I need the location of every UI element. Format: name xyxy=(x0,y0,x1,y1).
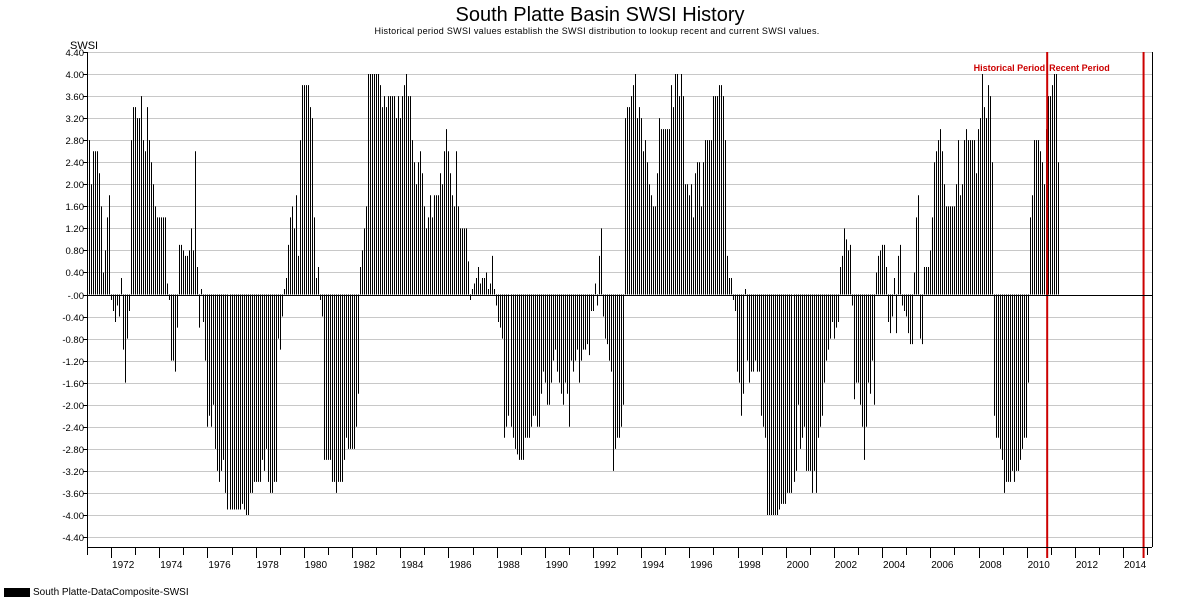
bars xyxy=(87,74,1059,515)
y-tick-label: -4.00 xyxy=(62,511,84,522)
x-tick-label: 1976 xyxy=(208,560,231,571)
y-tick-label: 2.00 xyxy=(66,180,85,191)
x-tick-label: 1992 xyxy=(594,560,617,571)
period-markers: Historical Period Recent Period xyxy=(974,52,1145,558)
y-tick-label: -2.80 xyxy=(62,445,84,456)
y-tick-label: 2.40 xyxy=(66,158,85,169)
x-tick-label: 2004 xyxy=(883,560,906,571)
x-tick-label: 1972 xyxy=(112,560,135,571)
x-tick-label: 2006 xyxy=(931,560,954,571)
x-tick-label: 2008 xyxy=(979,560,1002,571)
y-tick-label: -.00 xyxy=(68,291,84,302)
y-tick-label: 0.40 xyxy=(66,268,85,279)
legend: South Platte-DataComposite-SWSI xyxy=(4,586,189,598)
x-tick-label: 1986 xyxy=(449,560,472,571)
x-tick-label: 1984 xyxy=(401,560,424,571)
x-tick-label: 2010 xyxy=(1028,560,1051,571)
y-tick-label: 4.00 xyxy=(66,70,85,81)
x-tick-label: 2012 xyxy=(1076,560,1099,571)
x-tick-label: 2014 xyxy=(1124,560,1147,571)
axes: 4.40 4.00 3.60 3.20 2.80 2.40 2.00 1.60 1.20 0.80… xyxy=(62,48,1153,571)
y-tick-label: 0.80 xyxy=(66,246,85,257)
recent-period-label: Recent Period xyxy=(1049,63,1110,73)
y-tick-label: 2.80 xyxy=(66,136,85,147)
y-tick-label: 3.20 xyxy=(66,114,85,125)
x-tick-label: 1974 xyxy=(160,560,183,571)
y-tick-label: -1.60 xyxy=(62,379,84,390)
y-tick-label: -4.40 xyxy=(62,533,84,544)
y-tick-label: -3.60 xyxy=(62,489,84,500)
y-tick-label: 1.60 xyxy=(66,202,85,213)
y-tick-label: -0.40 xyxy=(62,313,84,324)
x-tick-label: 1988 xyxy=(498,560,521,571)
chart-title: South Platte Basin SWSI History xyxy=(455,4,745,26)
x-tick-label: 1982 xyxy=(353,560,376,571)
y-tick-label: -1.20 xyxy=(62,357,84,368)
y-tick-label: -2.40 xyxy=(62,423,84,434)
x-tick-label: 2000 xyxy=(787,560,810,571)
y-tick-label: -2.00 xyxy=(62,401,84,412)
legend-label: South Platte-DataComposite-SWSI xyxy=(33,586,189,598)
x-tick-label: 1978 xyxy=(257,560,280,571)
legend-swatch xyxy=(4,587,30,597)
x-tick-label: 1994 xyxy=(642,560,665,571)
x-tick-label: 2002 xyxy=(835,560,858,571)
x-tick-label: 1998 xyxy=(738,560,761,571)
y-tick-label: -3.20 xyxy=(62,467,84,478)
y-tick-label: 1.20 xyxy=(66,224,85,235)
x-tick-label: 1990 xyxy=(546,560,569,571)
x-tick-label: 1996 xyxy=(690,560,713,571)
y-tick-label: -0.80 xyxy=(62,335,84,346)
chart-subtitle: Historical period SWSI values establish … xyxy=(374,26,820,36)
historical-period-label: Historical Period xyxy=(974,63,1046,73)
y-tick-label: 4.40 xyxy=(66,48,85,59)
y-axis-label: SWSI xyxy=(70,40,98,52)
x-tick-label: 1980 xyxy=(305,560,328,571)
y-tick-label: 3.60 xyxy=(66,92,85,103)
